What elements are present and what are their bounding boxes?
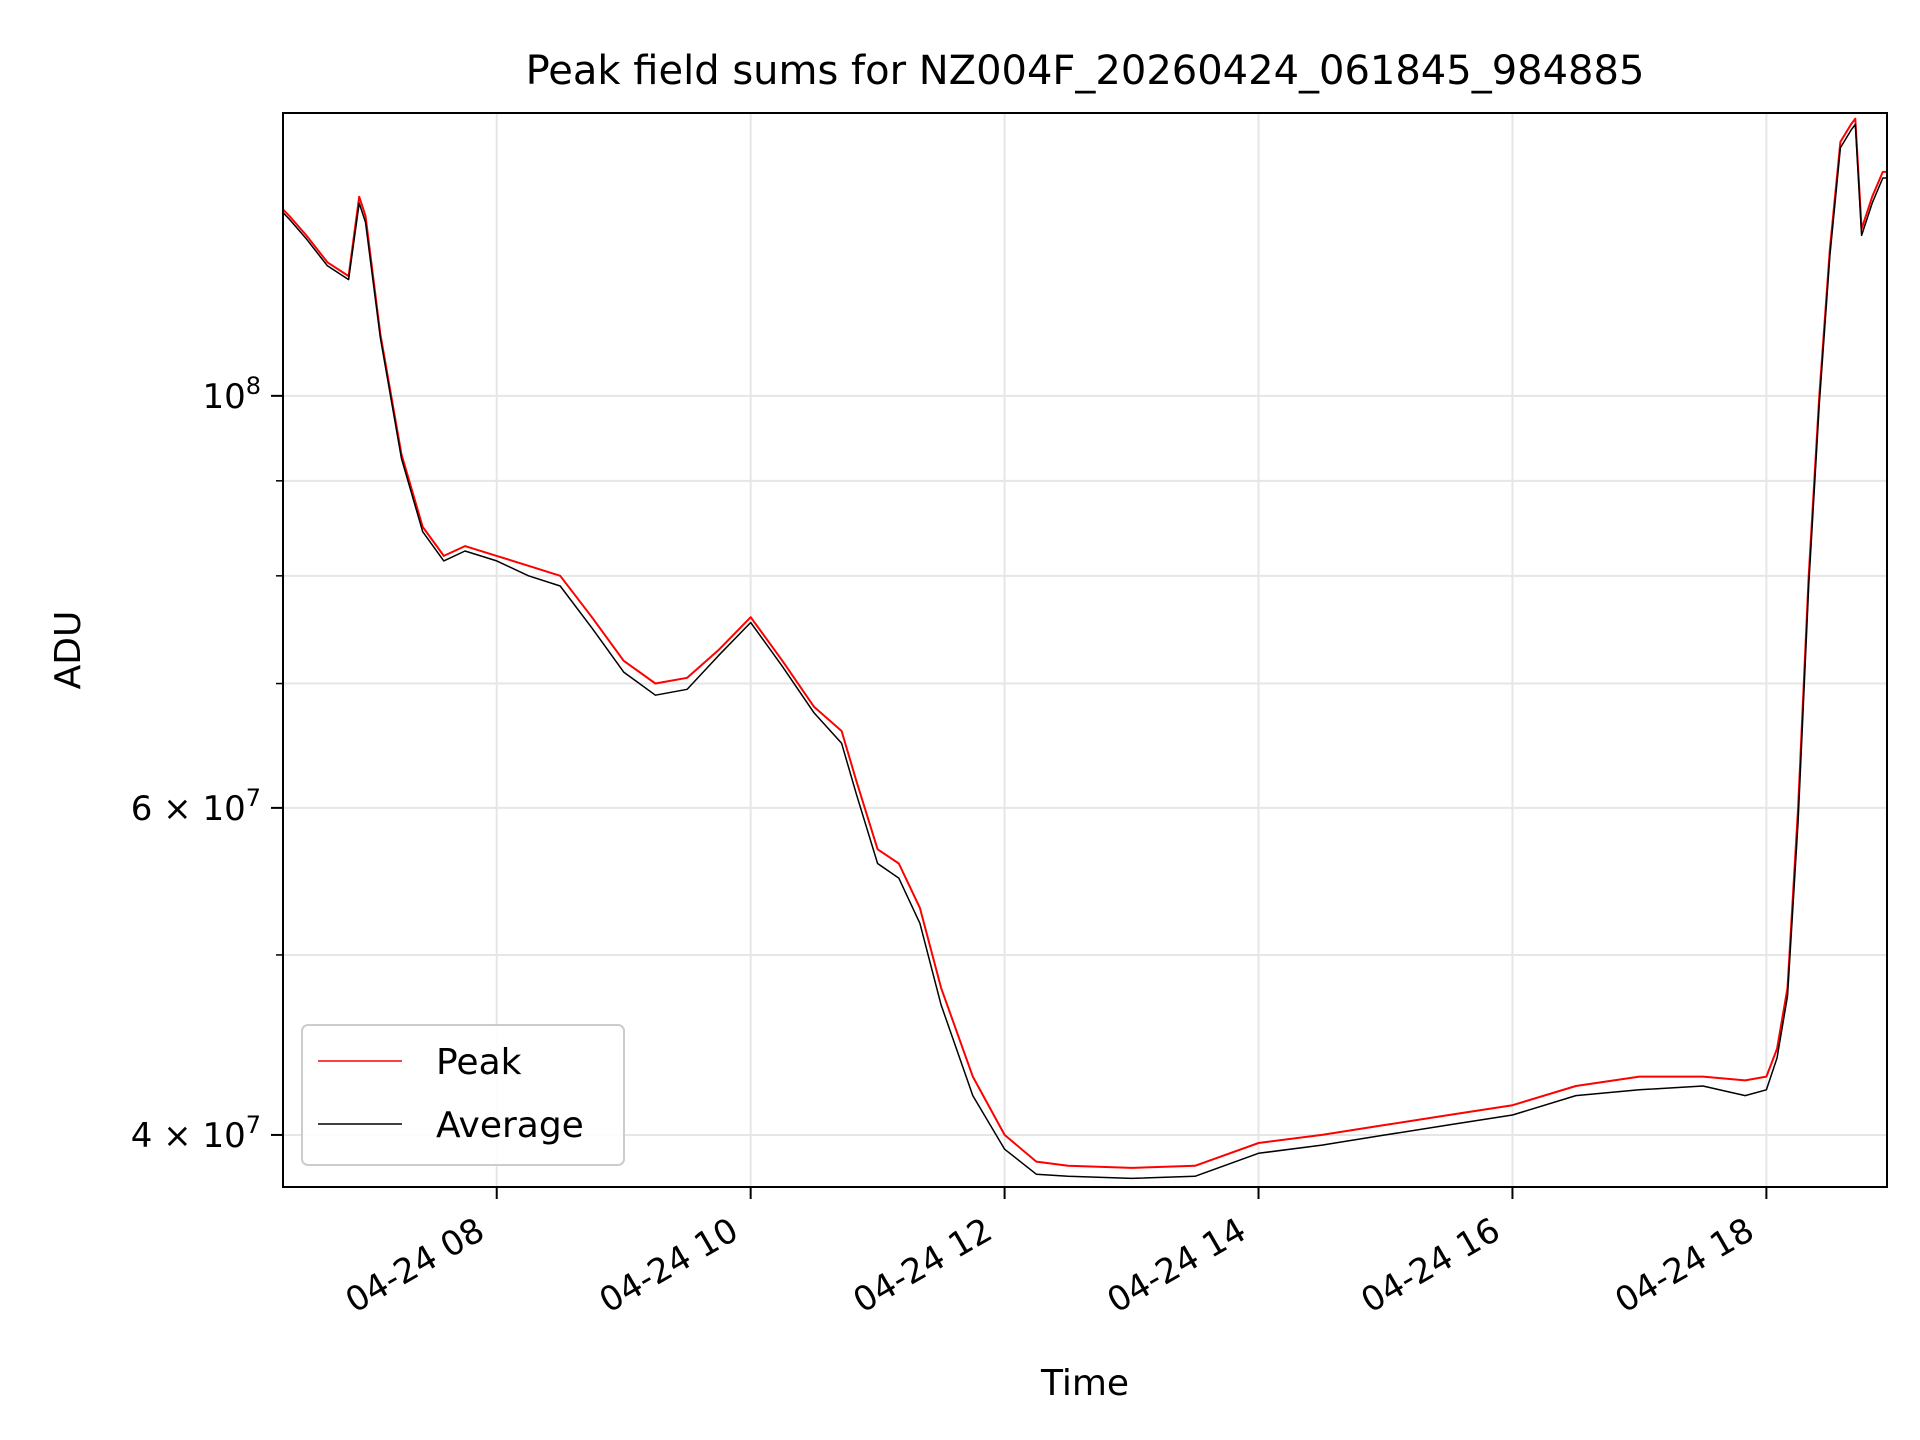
- legend: Peak Average: [301, 1024, 625, 1166]
- legend-average-label: Average: [436, 1105, 584, 1146]
- y-tick-label: 6 × 107: [131, 784, 261, 829]
- legend-peak-label: Peak: [436, 1042, 522, 1083]
- y-axis-ticks: 108 6 × 107 4 × 107: [131, 372, 283, 1156]
- y-tick-label: 4 × 107: [131, 1111, 261, 1156]
- y-tick-label: 108: [202, 372, 261, 417]
- series-layer: [282, 117, 1887, 1180]
- x-axis-label: Time: [1040, 1363, 1129, 1404]
- plot-frame: [282, 112, 1888, 1188]
- series-line-average: [282, 123, 1887, 1180]
- legend-frame: [301, 1024, 625, 1166]
- chart-title: Peak field sums for NZ004F_20260424_0618…: [526, 48, 1645, 94]
- y-axis-label: ADU: [48, 611, 89, 690]
